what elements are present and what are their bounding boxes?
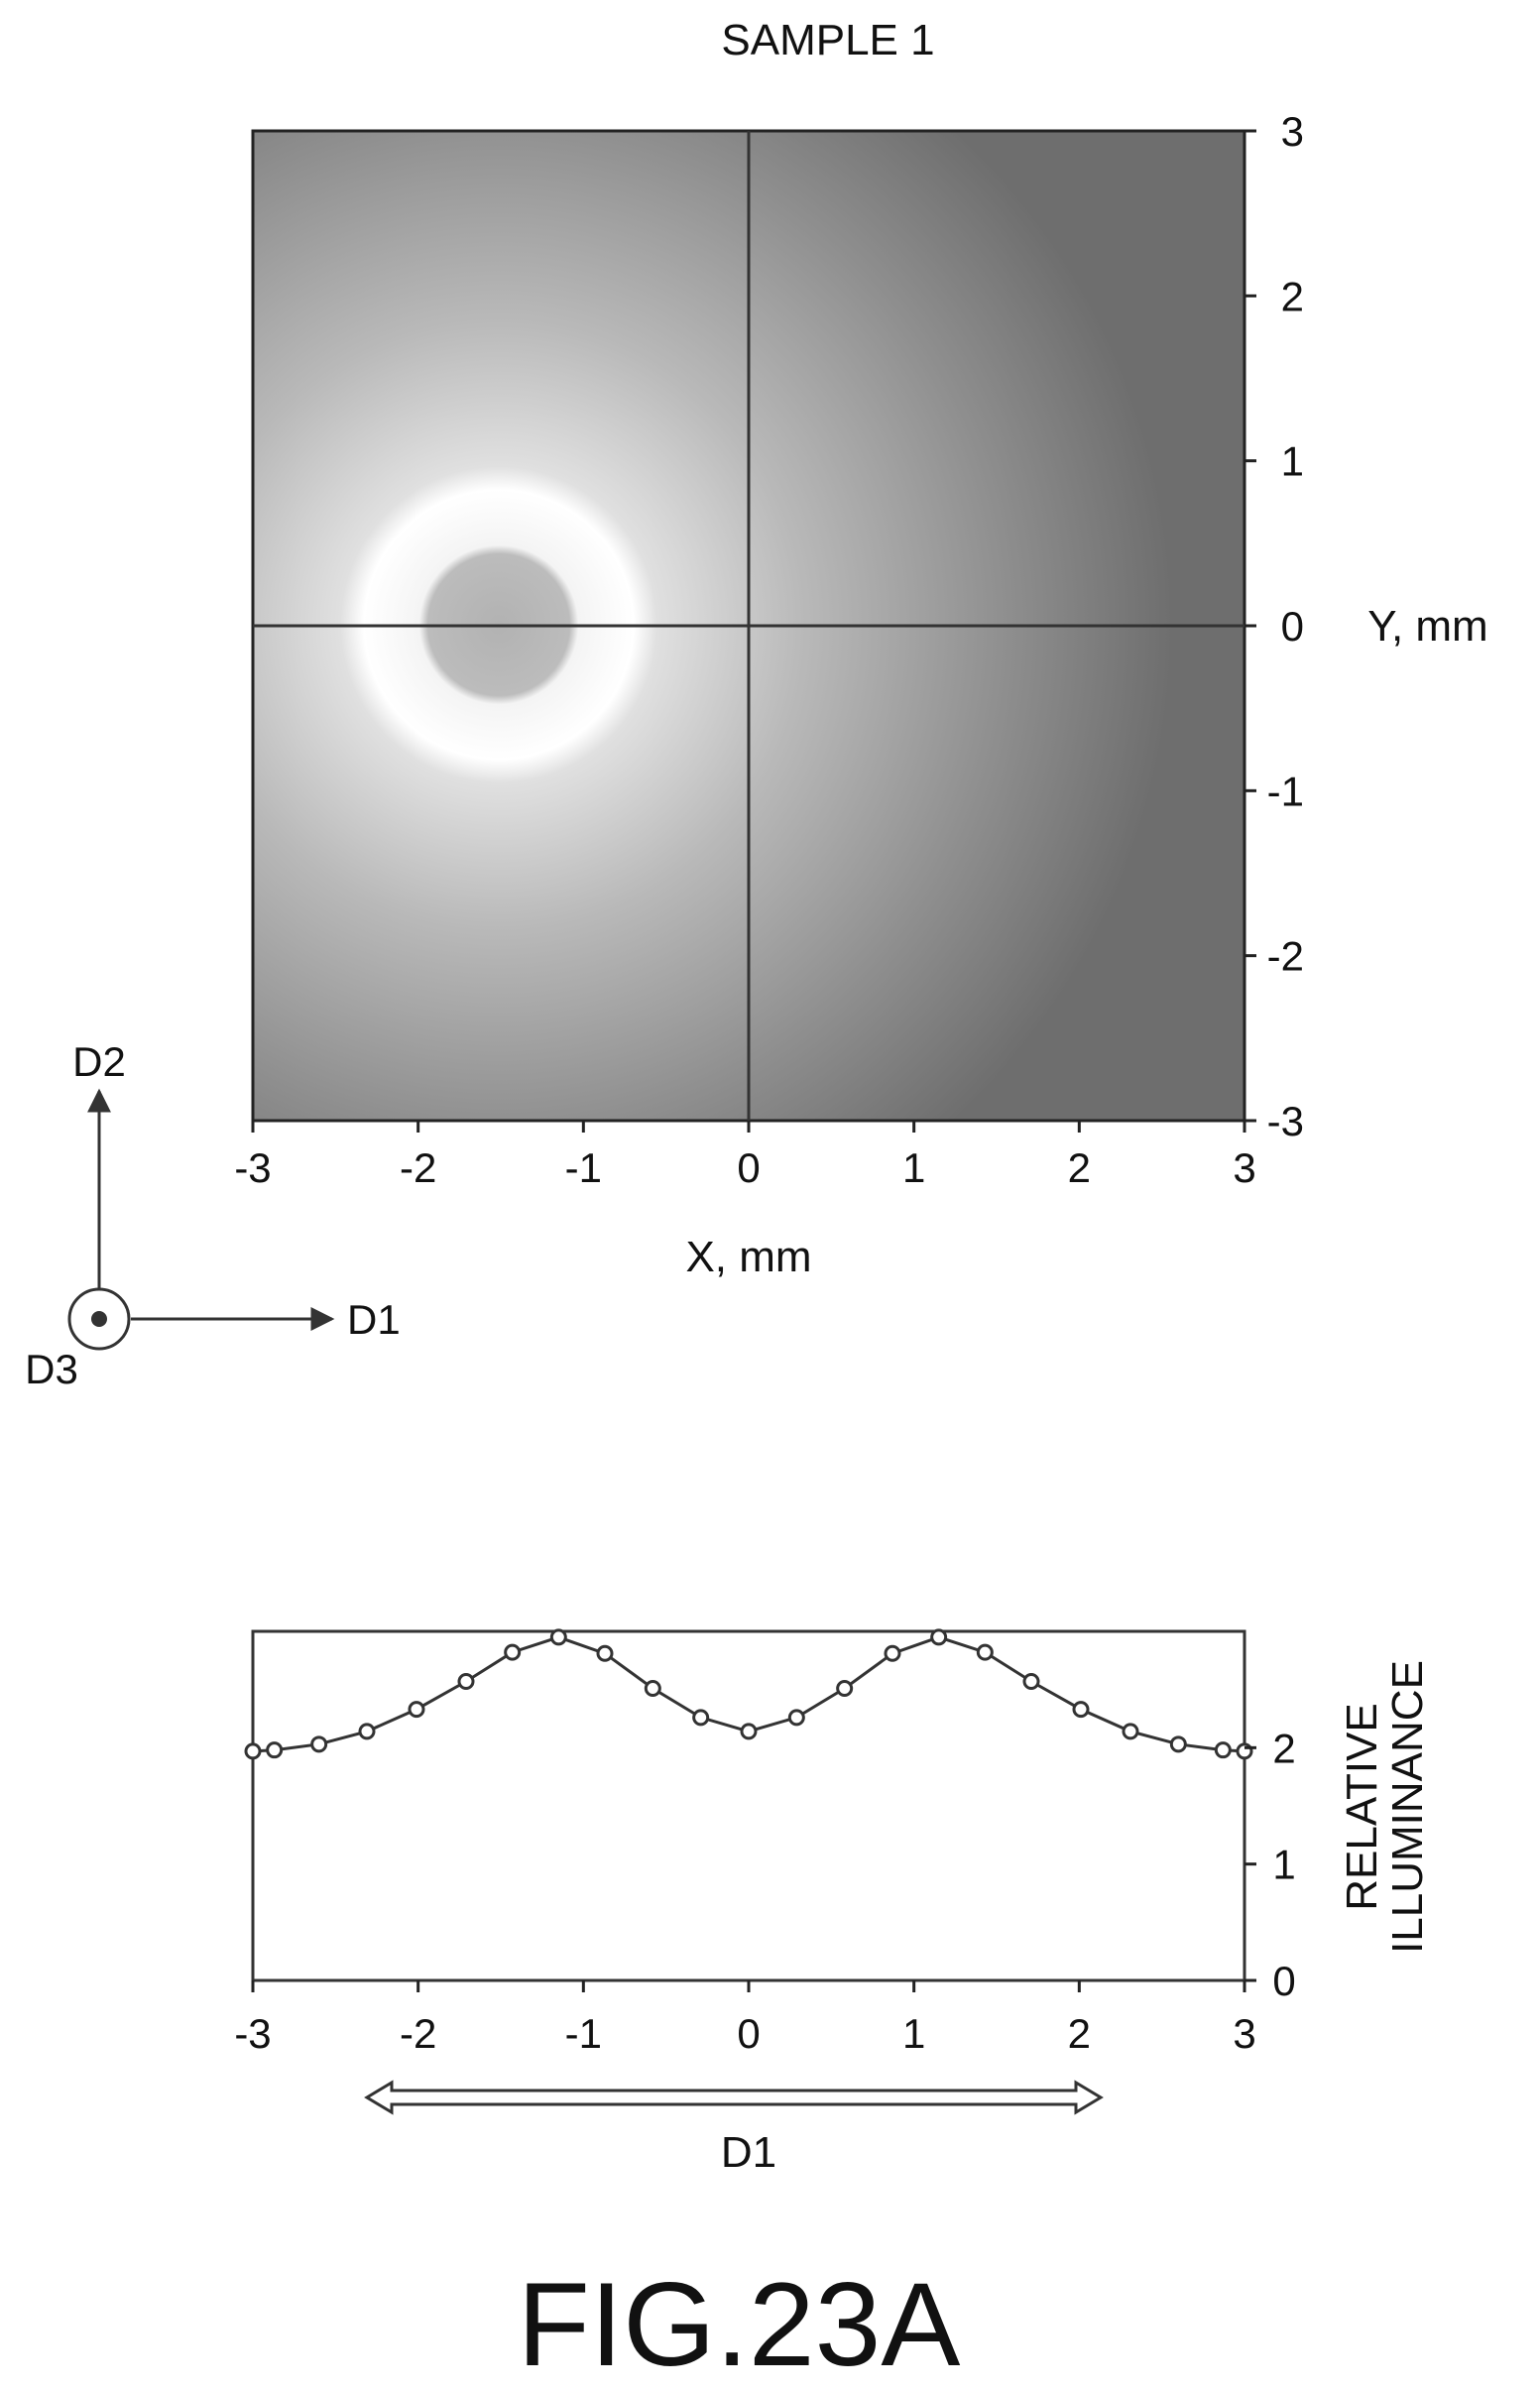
illuminance-x-axis: -3 -2 -1 0 1 2 3	[234, 1980, 1256, 2057]
y-tick-label: 1	[1272, 1842, 1295, 1888]
x-tick-label: 2	[1068, 2010, 1091, 2057]
data-point	[457, 1672, 475, 1690]
y-tick-label: 3	[1281, 108, 1304, 155]
d3-dot-icon	[91, 1311, 107, 1327]
double-arrow-icon	[364, 2080, 1104, 2115]
data-point	[504, 1643, 522, 1661]
data-point	[266, 1741, 284, 1759]
data-point	[1022, 1672, 1040, 1690]
x-tick-label: -3	[234, 2010, 271, 2057]
d1-direction-arrow: D1	[364, 2080, 1104, 2177]
d1-label: D1	[347, 1296, 401, 1343]
x-tick-label: 2	[1068, 1144, 1091, 1191]
x-tick-label: 3	[1233, 2010, 1255, 2057]
y-tick-label: 0	[1272, 1958, 1295, 2004]
data-point	[549, 1628, 567, 1646]
figure-caption: FIG.23A	[518, 2258, 961, 2391]
y-tick-label: -3	[1267, 1098, 1304, 1144]
x-tick-label: -1	[565, 1144, 602, 1191]
x-tick-label: 1	[902, 1144, 925, 1191]
data-point	[1214, 1741, 1232, 1759]
x-tick-label: -2	[400, 2010, 436, 2057]
illuminance-y-axis: 2 1 0	[1244, 1725, 1296, 2004]
data-point	[930, 1628, 948, 1646]
y-tick-label: 1	[1281, 438, 1304, 485]
heatmap-title: SAMPLE 1	[721, 16, 934, 64]
illuminance-plot	[244, 1628, 1253, 1982]
data-point	[408, 1701, 425, 1719]
data-point	[1122, 1723, 1139, 1740]
data-point	[1072, 1701, 1090, 1719]
x-tick-label: -1	[565, 2010, 602, 2057]
illuminance-y-axis-label: RELATIVE ILLUMINANCE	[1338, 1660, 1432, 1954]
y-tick-label: 2	[1272, 1725, 1295, 1771]
x-tick-label: 3	[1233, 1144, 1255, 1191]
x-tick-label: 0	[737, 1144, 760, 1191]
data-point	[1169, 1735, 1187, 1753]
heatmap-y-axis: 3 2 1 0 -1 -2 -3	[1244, 108, 1304, 1144]
data-point	[787, 1709, 805, 1727]
heatmap-y-axis-label: Y, mm	[1367, 602, 1487, 651]
heatmap-plot	[251, 129, 1246, 1123]
data-point	[358, 1723, 376, 1740]
x-tick-label: -3	[234, 1144, 271, 1191]
data-point	[596, 1644, 614, 1662]
data-point	[310, 1735, 328, 1753]
data-point	[976, 1643, 994, 1661]
y-tick-label: 2	[1281, 273, 1304, 319]
x-tick-label: 0	[737, 2010, 760, 2057]
y-tick-label: 0	[1281, 603, 1304, 650]
data-point	[244, 1742, 262, 1760]
data-point	[884, 1644, 901, 1662]
illuminance-frame	[251, 1629, 1246, 1982]
heatmap-x-axis: -3 -2 -1 0 1 2 3	[234, 1121, 1256, 1191]
y-tick-label: -2	[1267, 933, 1304, 980]
y-tick-label: -1	[1267, 768, 1304, 814]
data-point	[644, 1679, 661, 1697]
ylabel-line-1: RELATIVE	[1338, 1703, 1386, 1910]
d3-label: D3	[25, 1346, 78, 1392]
direction-axes-diagram: D2 D1 D3	[25, 1038, 401, 1392]
data-point	[692, 1709, 710, 1727]
d2-label: D2	[72, 1038, 126, 1085]
series-points	[244, 1628, 1253, 1760]
ylabel-line-2: ILLUMINANCE	[1383, 1660, 1432, 1954]
heatmap-x-axis-label: X, mm	[685, 1233, 811, 1281]
data-point	[740, 1723, 758, 1740]
x-tick-label: 1	[902, 2010, 925, 2057]
d1-arrow-label: D1	[721, 2128, 776, 2177]
data-point	[836, 1679, 854, 1697]
x-tick-label: -2	[400, 1144, 436, 1191]
